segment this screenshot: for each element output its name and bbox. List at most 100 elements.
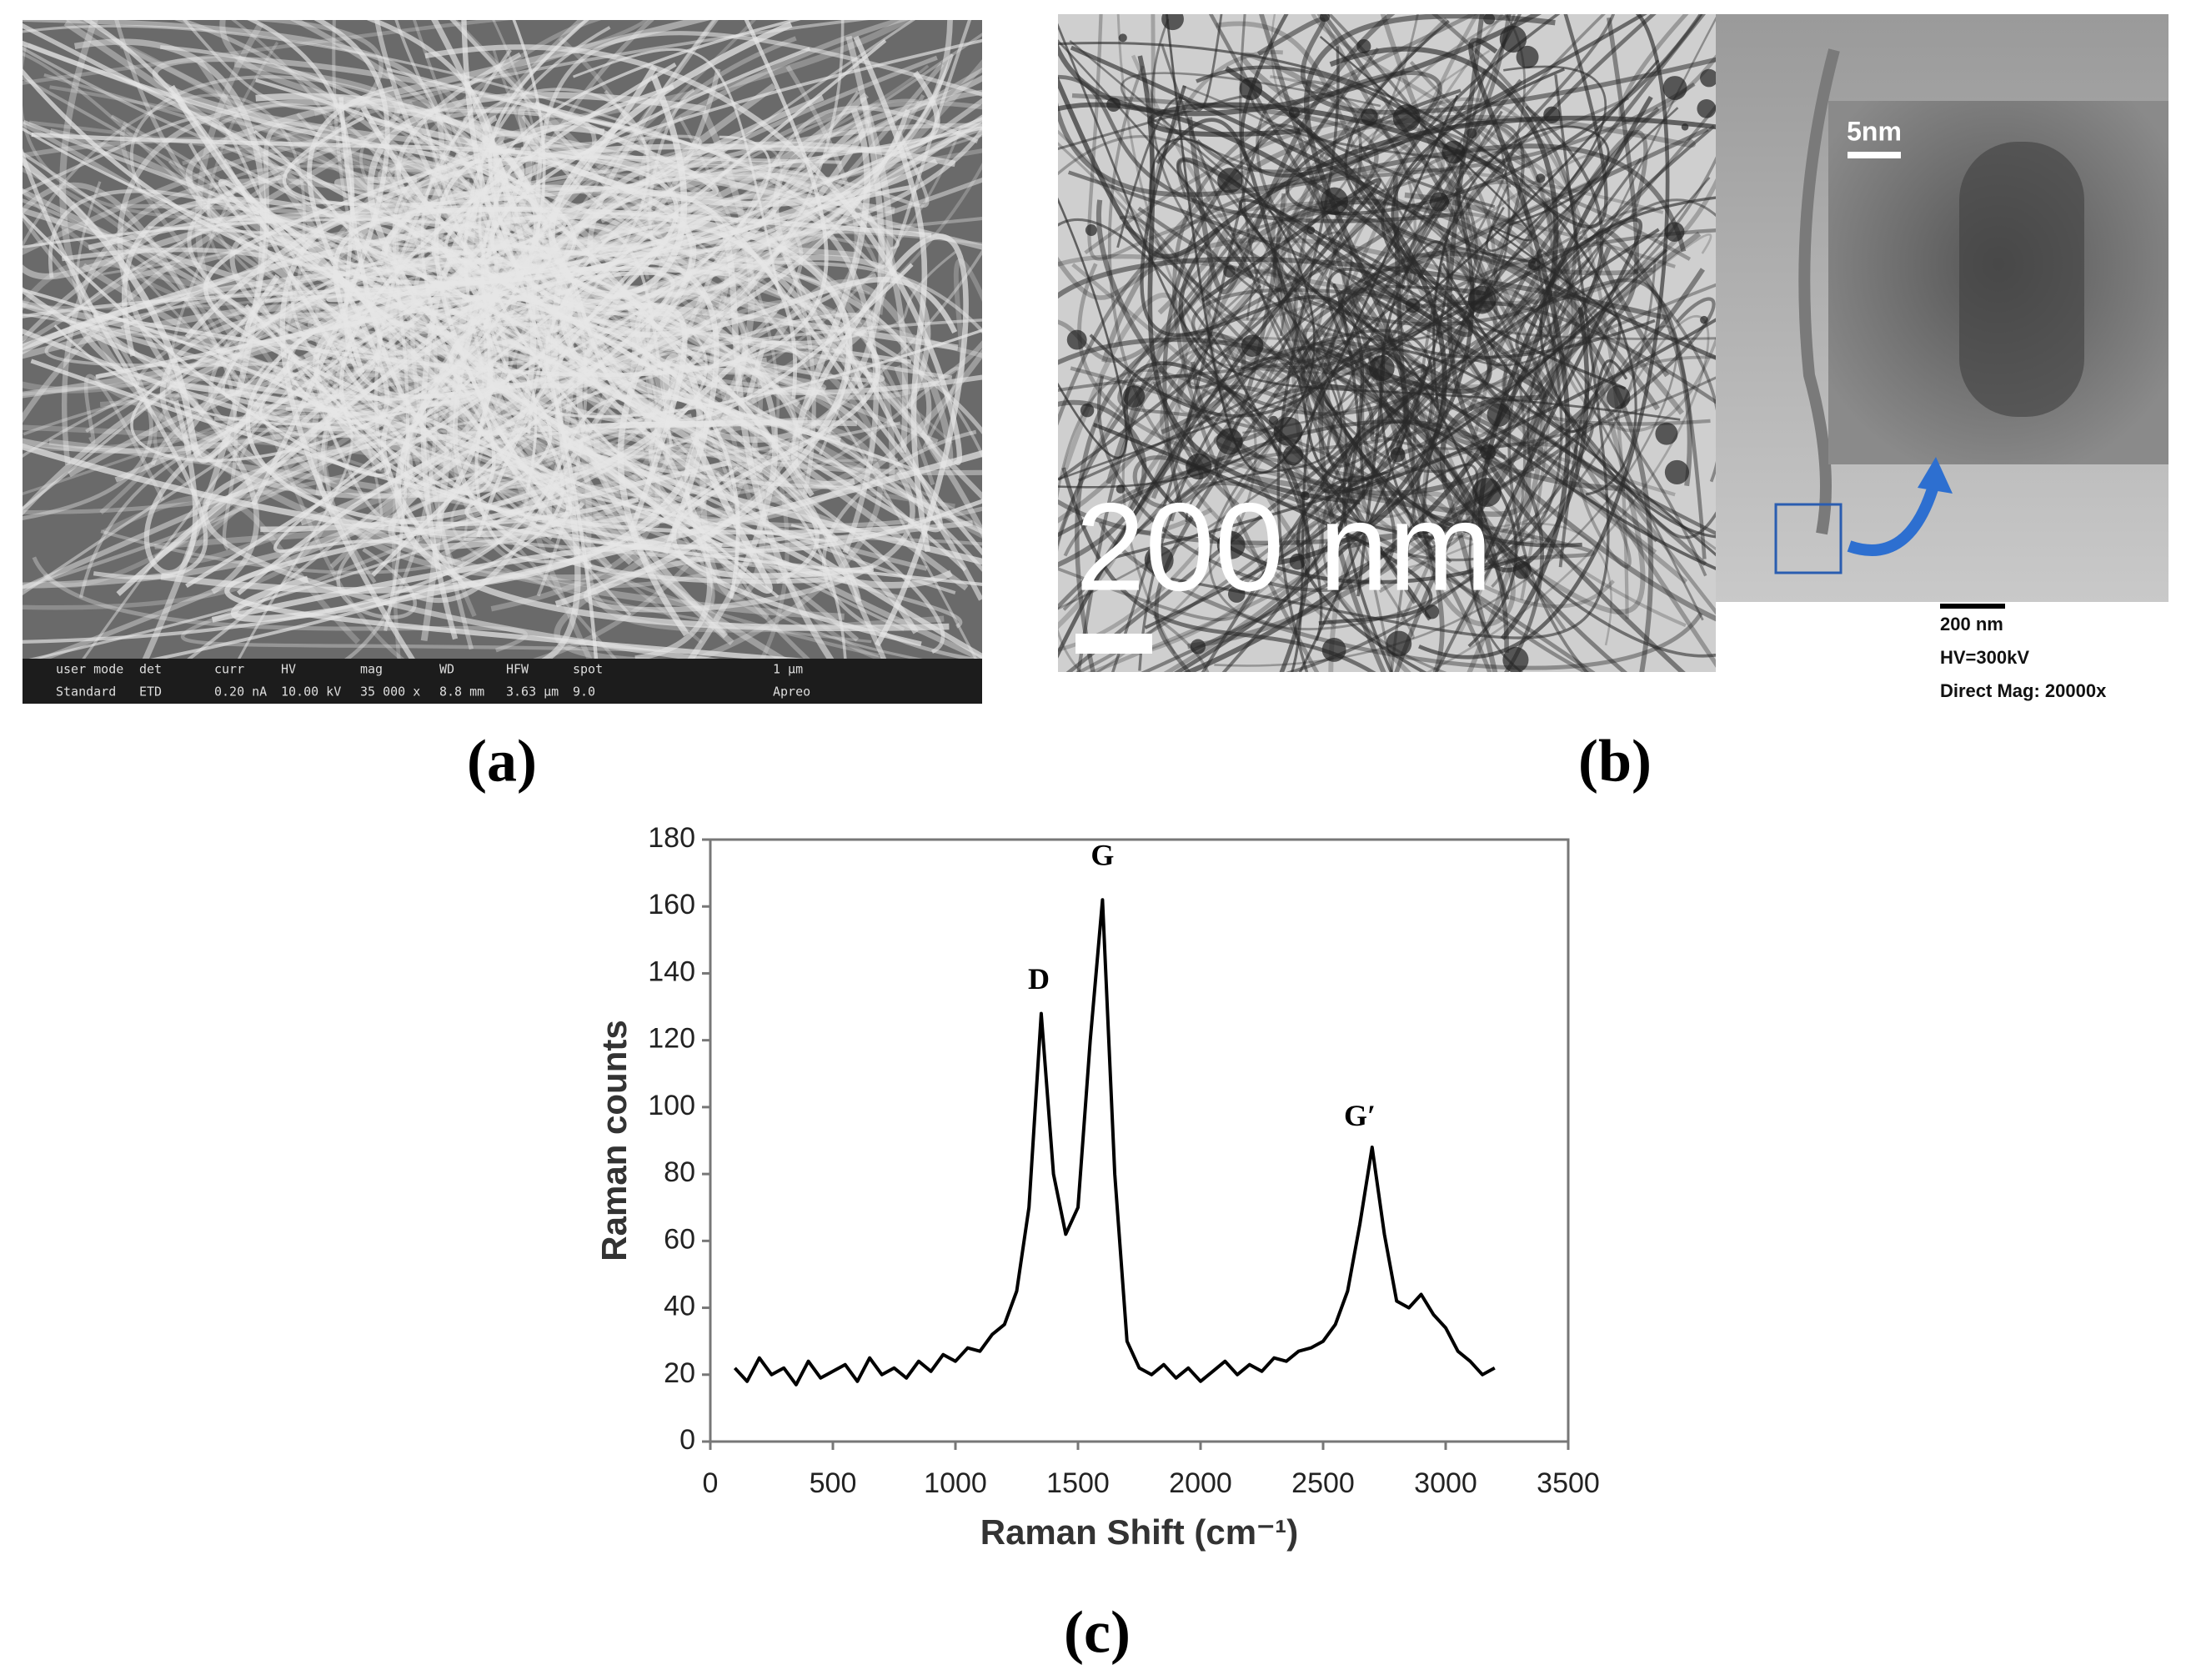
texture: [23, 148, 208, 580]
texture: [23, 83, 776, 359]
particle: [1662, 76, 1687, 100]
particle: [1386, 630, 1412, 657]
texture: [1058, 14, 1522, 481]
texture: [1458, 319, 1711, 426]
texture: [82, 188, 978, 659]
texture: [251, 20, 390, 506]
scale-bar: [1940, 604, 2005, 609]
texture: [1186, 14, 1396, 294]
particle: [1289, 553, 1306, 570]
texture: [1077, 263, 1446, 594]
texture: [23, 40, 708, 384]
texture: [61, 178, 845, 465]
texture: [1311, 14, 1577, 201]
particle: [1300, 491, 1310, 501]
texture: [1418, 14, 1670, 659]
texture: [1291, 347, 1716, 672]
texture: [23, 119, 885, 383]
particle: [1424, 604, 1440, 619]
texture: [149, 136, 564, 659]
texture: [1438, 131, 1716, 483]
sem-info-label: det: [139, 662, 162, 677]
texture: [953, 258, 982, 383]
y-tick-label: 40: [664, 1291, 695, 1322]
particle: [1392, 104, 1421, 133]
particle: [1516, 45, 1539, 68]
particle: [1697, 98, 1716, 118]
sem-info-value: 9.0: [573, 685, 595, 700]
texture: [1225, 66, 1447, 567]
texture: [1058, 178, 1716, 306]
texture: [1618, 14, 1716, 125]
texture: [1169, 481, 1596, 672]
texture: [102, 494, 361, 644]
sem-info-value: Apreo: [773, 685, 810, 700]
texture: [671, 340, 922, 647]
texture: [1216, 203, 1573, 390]
texture: [1058, 23, 1681, 421]
texture: [23, 392, 470, 592]
sem-info-value: 10.00 kV: [281, 685, 341, 700]
panel-label: (a): [467, 728, 537, 795]
texture: [23, 116, 553, 540]
panel-label: (c): [1064, 1599, 1131, 1666]
texture: [23, 46, 556, 433]
texture: [1160, 183, 1336, 627]
texture: [1527, 198, 1716, 472]
sem-info-value: 3.63 μm: [506, 685, 559, 700]
texture: [1276, 46, 1340, 672]
sem-info-value: ETD: [139, 685, 162, 700]
texture: [1240, 14, 1647, 178]
texture: [238, 224, 982, 500]
texture: [76, 181, 385, 530]
tem-info: HV=300kV: [1940, 647, 2029, 668]
texture: [1162, 70, 1442, 506]
texture: [389, 20, 755, 494]
particle: [1467, 285, 1497, 314]
texture: [1151, 18, 1511, 342]
texture: [1242, 197, 1476, 434]
texture: [648, 273, 963, 629]
particle: [1480, 444, 1497, 460]
texture: [1156, 118, 1582, 548]
texture: [1426, 314, 1710, 672]
texture: [572, 48, 781, 295]
particle: [1655, 422, 1678, 445]
texture: [522, 231, 982, 476]
texture: [1468, 38, 1571, 640]
texture: [231, 20, 791, 269]
texture: [129, 75, 588, 597]
x-tick-label: 2500: [1291, 1467, 1355, 1499]
particle: [1144, 545, 1174, 575]
texture: [1058, 352, 1523, 610]
particle: [1429, 192, 1450, 212]
y-tick-label: 100: [648, 1090, 695, 1121]
x-tick-label: 1500: [1046, 1467, 1110, 1499]
texture: [259, 221, 739, 439]
nanotube: [1798, 48, 1840, 535]
peak-annotation: G: [1090, 838, 1114, 871]
texture: [1058, 399, 1147, 568]
texture: [120, 203, 517, 433]
particle: [1306, 226, 1316, 235]
texture: [186, 308, 476, 564]
texture: [1111, 123, 1496, 672]
texture: [1096, 199, 1705, 496]
texture: [454, 153, 982, 435]
texture: [1172, 14, 1478, 672]
texture: [1319, 35, 1617, 318]
particle: [1681, 123, 1689, 131]
texture: [394, 20, 737, 499]
texture: [1399, 509, 1612, 646]
highlight-box: [1774, 503, 1843, 574]
texture: [23, 214, 333, 311]
particle: [1700, 315, 1708, 324]
particle: [1472, 478, 1502, 507]
texture: [1062, 80, 1381, 611]
sem-info-label: user mode: [56, 662, 123, 677]
y-tick-label: 80: [664, 1156, 695, 1188]
sem-info-label: WD: [439, 662, 454, 677]
texture: [1085, 346, 1628, 672]
texture: [230, 449, 982, 622]
particle: [1190, 639, 1206, 654]
